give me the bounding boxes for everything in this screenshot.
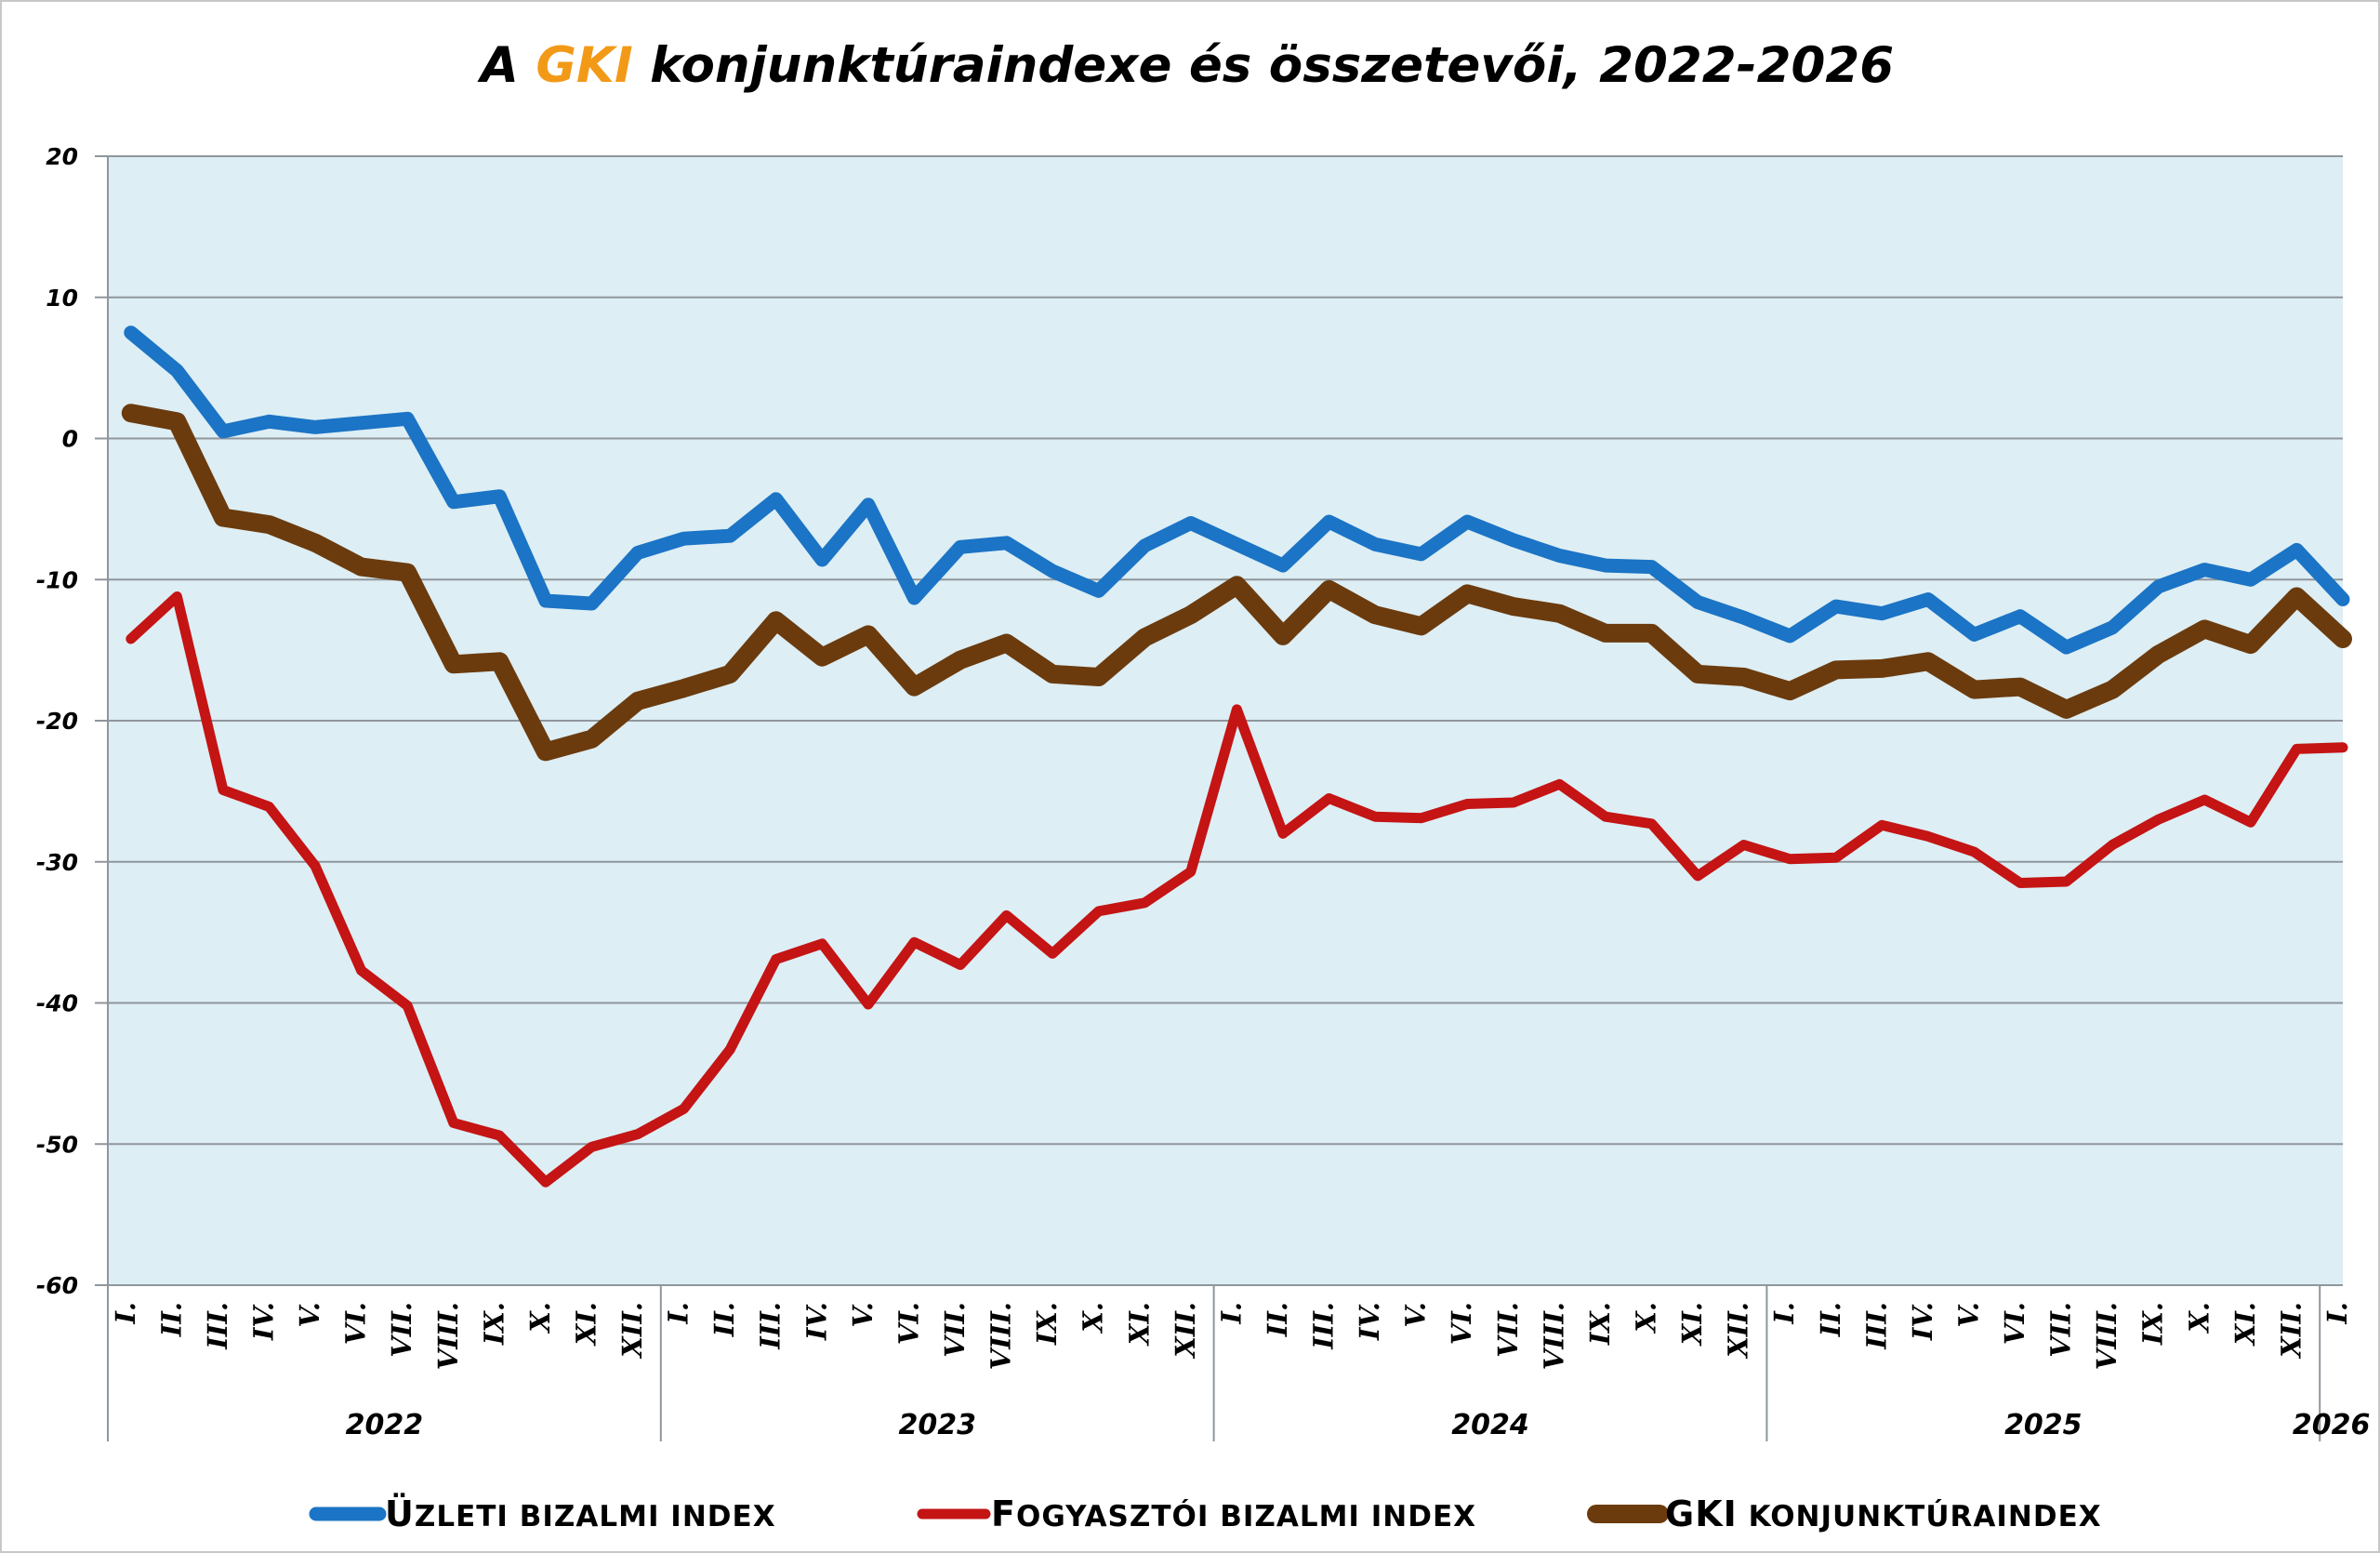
x-tick-label: VI. xyxy=(1446,1302,1477,1345)
x-tick-label: XI. xyxy=(2229,1302,2261,1347)
x-tick-label: VI. xyxy=(892,1302,924,1345)
x-tick-label: VII. xyxy=(2045,1302,2077,1358)
x-tick-label: V. xyxy=(847,1302,879,1328)
x-tick-label: II. xyxy=(1262,1302,1293,1337)
x-tick-label: I. xyxy=(1768,1302,1800,1325)
year-label: 2022 xyxy=(346,1409,424,1441)
year-label: 2023 xyxy=(898,1409,976,1441)
x-tick-label: IX. xyxy=(2137,1302,2169,1346)
x-tick-label: XII. xyxy=(1170,1302,1201,1360)
y-tick-label: -10 xyxy=(36,566,78,593)
x-tick-label: IV. xyxy=(1907,1302,1938,1341)
legend-label-rest: ZLETI BIZALMI INDEX xyxy=(415,1500,776,1533)
gridlines xyxy=(95,155,2343,1286)
x-tick-label: III. xyxy=(1860,1302,1892,1350)
chart-title: A GKI konjunktúraindexe és összetevői, 2… xyxy=(477,37,1894,94)
x-tick-label: III. xyxy=(1308,1302,1340,1350)
x-axis: I. II. III. IV. V. VI. VII. VIII. IX. X. XI. XII. I.… xyxy=(107,1284,2371,1441)
x-tick-label: V. xyxy=(1400,1302,1432,1328)
x-tick-label: IV. xyxy=(247,1302,279,1341)
y-tick-label: -40 xyxy=(36,990,78,1017)
x-tick-label: VIII. xyxy=(1538,1302,1569,1370)
x-tick-label: VI. xyxy=(1999,1302,2030,1345)
x-tick-label: III. xyxy=(755,1302,787,1350)
y-tick-label: -50 xyxy=(36,1131,78,1158)
x-tick-label: VIII. xyxy=(985,1302,1017,1370)
legend-label: FOGYASZTÓI BIZALMI INDEX xyxy=(991,1493,1476,1534)
y-tick-label: 20 xyxy=(46,143,78,170)
year-label: 2024 xyxy=(1451,1409,1529,1441)
x-tick-label: VII. xyxy=(1492,1302,1524,1358)
legend-label-cap: GKI xyxy=(1665,1493,1738,1534)
title-suffix: konjunktúraindexe és összetevői, 2022-20… xyxy=(633,37,1894,94)
x-tick-label: I. xyxy=(110,1302,141,1325)
x-tick-label: XI. xyxy=(1123,1302,1155,1347)
y-tick-label: -60 xyxy=(36,1272,78,1299)
x-tick-label: XII. xyxy=(616,1302,648,1360)
x-tick-label: IX. xyxy=(478,1302,509,1346)
y-axis: 20 10 0 -10 -20 -30 -40 -50 -60 xyxy=(36,143,78,1299)
x-tick-label: II. xyxy=(708,1302,740,1337)
x-tick-label: IX. xyxy=(1584,1302,1616,1346)
series-line xyxy=(121,404,2352,762)
x-tick-label: III. xyxy=(202,1302,233,1350)
x-tick-label: XII. xyxy=(1723,1302,1754,1360)
x-tick-label: I. xyxy=(1215,1302,1247,1325)
x-tick-label: IX. xyxy=(1031,1302,1063,1346)
x-tick-label: X. xyxy=(1078,1302,1109,1334)
y-tick-label: -30 xyxy=(36,849,78,876)
x-tick-label: X. xyxy=(1630,1302,1661,1334)
x-tick-label: II. xyxy=(155,1302,187,1337)
x-tick-label: I. xyxy=(2321,1302,2353,1325)
legend-label-rest: OGYASZTÓI BIZALMI INDEX xyxy=(1016,1499,1476,1533)
x-tick-label: X. xyxy=(524,1302,556,1334)
x-tick-label: IV. xyxy=(800,1302,832,1341)
x-tick-label: XII. xyxy=(2275,1302,2307,1360)
x-tick-label: VIII. xyxy=(2091,1302,2122,1370)
x-tick-label: II. xyxy=(1815,1302,1846,1337)
x-tick-label: V. xyxy=(1952,1302,1984,1328)
x-tick-label: VI. xyxy=(340,1302,372,1345)
y-tick-label: -20 xyxy=(36,708,78,735)
series-lines xyxy=(121,325,2352,1188)
legend-label-cap: F xyxy=(991,1493,1016,1534)
x-tick-label: VII. xyxy=(386,1302,417,1358)
series-line xyxy=(126,591,2348,1188)
x-tick-label: XI. xyxy=(570,1302,602,1347)
x-tick-label: VII. xyxy=(939,1302,971,1358)
y-tick-label: 0 xyxy=(62,426,78,453)
series-line xyxy=(124,325,2350,655)
legend-label: GKI KONJUNKTÚRAINDEX xyxy=(1665,1493,2102,1534)
x-tick-label: X. xyxy=(2183,1302,2215,1334)
x-tick-label: V. xyxy=(294,1302,325,1328)
year-label: 2025 xyxy=(2004,1409,2082,1441)
y-tick-label: 10 xyxy=(46,285,78,312)
title-highlight: GKI xyxy=(536,37,632,94)
year-label: 2026 xyxy=(2293,1409,2371,1441)
x-tick-label: XI. xyxy=(1676,1302,1708,1347)
legend-label-cap: Ü xyxy=(385,1493,415,1534)
legend-label-rest: KONJUNKTÚRAINDEX xyxy=(1738,1499,2102,1533)
legend-label: ÜZLETI BIZALMI INDEX xyxy=(385,1493,776,1534)
x-tick-label: I. xyxy=(663,1302,694,1325)
title-prefix: A xyxy=(477,37,536,94)
x-tick-label: VIII. xyxy=(432,1302,464,1370)
legend: ÜZLETI BIZALMI INDEX FOGYASZTÓI BIZALMI I… xyxy=(309,1493,2102,1534)
x-tick-label: IV. xyxy=(1354,1302,1385,1341)
